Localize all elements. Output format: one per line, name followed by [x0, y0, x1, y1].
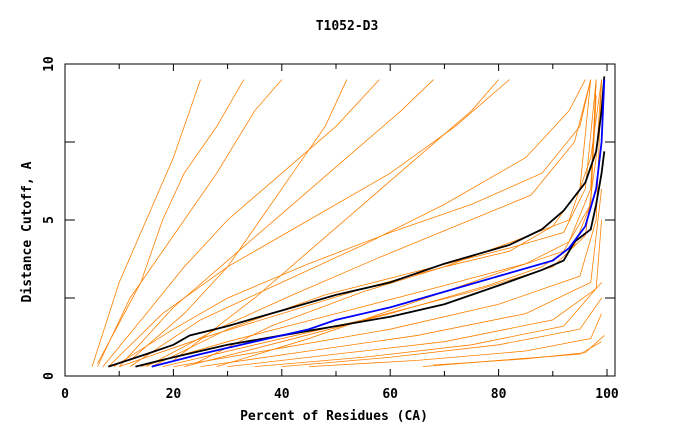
- plot-frame: [64, 63, 616, 377]
- model-line-17: [129, 79, 586, 367]
- axis-ticks: 0 20 40 60 80 100 0 5 10: [42, 56, 619, 402]
- y-tick-label: 10: [42, 56, 57, 72]
- reference-line-0: [108, 76, 606, 368]
- model-line-15: [91, 79, 201, 367]
- x-tick-label: 80: [491, 387, 507, 402]
- highlight-line: [151, 79, 606, 368]
- model-line-24: [129, 79, 348, 361]
- model-line-7: [308, 313, 602, 368]
- reference-line-1: [135, 151, 606, 368]
- x-tick-label: 40: [274, 387, 290, 402]
- model-line-20: [146, 79, 592, 367]
- x-tick-label: 100: [595, 387, 619, 402]
- model-line-5: [140, 79, 597, 368]
- chart-title: T1052-D3: [316, 19, 379, 34]
- model-line-4: [162, 79, 602, 368]
- y-tick-label: 5: [42, 216, 57, 224]
- model-line-19: [118, 79, 434, 367]
- model-line-23: [151, 79, 597, 367]
- model-line-1: [200, 188, 602, 368]
- model-line-2: [227, 219, 602, 368]
- model-line-18: [97, 79, 245, 364]
- y-tick-label: 0: [42, 372, 57, 380]
- x-tick-label: 60: [382, 387, 398, 402]
- model-line-13: [102, 79, 380, 367]
- model-line-12: [113, 79, 592, 367]
- model-line-9: [433, 335, 605, 366]
- model-line-21: [173, 79, 499, 361]
- x-tick-label: 20: [166, 387, 182, 402]
- model-line-14: [97, 79, 283, 367]
- plot-lines: [91, 76, 606, 368]
- x-tick-label: 0: [61, 387, 69, 402]
- model-line-8: [422, 341, 602, 368]
- model-line-16: [108, 79, 510, 367]
- x-axis-label: Percent of Residues (CA): [240, 409, 428, 424]
- model-line-6: [281, 297, 602, 368]
- model-line-0: [173, 79, 602, 368]
- y-axis-label: Distance Cutoff, A: [20, 161, 35, 302]
- model-line-3: [254, 282, 602, 368]
- model-line-10: [184, 79, 597, 368]
- model-line-25: [194, 79, 602, 364]
